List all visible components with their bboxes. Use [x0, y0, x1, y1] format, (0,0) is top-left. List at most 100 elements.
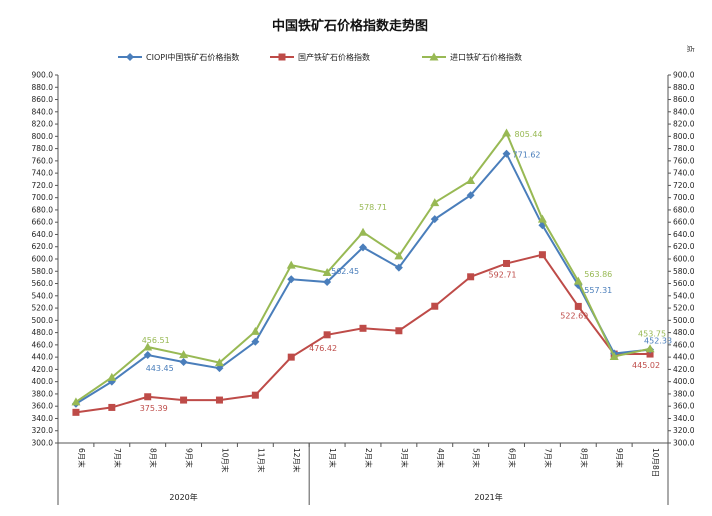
x-tick-label: 12月末	[292, 448, 302, 473]
triangle-marker	[358, 227, 368, 236]
x-tick-label: 1月末	[328, 448, 338, 468]
square-marker	[538, 251, 546, 259]
diamond-marker	[502, 149, 511, 158]
square-marker	[503, 259, 511, 267]
legend-label: 国产铁矿石价格指数	[298, 52, 370, 62]
x-tick-label: 10月末	[220, 448, 230, 473]
y-tick-label-right: 540.0	[673, 291, 695, 300]
axes: 300.0 300.0 320.0 320.0 340.0 340.0 360.0 360.0…	[32, 71, 695, 505]
diamond-marker	[179, 358, 188, 367]
y-tick-label-right: 360.0	[673, 402, 695, 411]
y-tick-label-right: 760.0	[673, 156, 695, 165]
x-tick-label: 8月末	[579, 448, 589, 468]
square-marker	[395, 327, 403, 335]
y-tick-label-right: 380.0	[673, 389, 695, 398]
y-tick-label-right: 680.0	[673, 205, 695, 214]
y-tick-label-right: 480.0	[673, 328, 695, 337]
diamond-marker	[394, 263, 403, 272]
y-tick-label-left: 720.0	[32, 181, 54, 190]
y-tick-label-left: 860.0	[32, 95, 54, 104]
y-tick-label-right: 660.0	[673, 218, 695, 227]
square-marker	[72, 408, 80, 416]
y-tick-label-right: 780.0	[673, 144, 695, 153]
x-tick-label: 5月末	[472, 448, 482, 468]
data-label: 522.69	[560, 311, 588, 320]
triangle-marker	[107, 372, 117, 381]
data-label: 562.45	[331, 267, 359, 276]
year-group-label: 2020年	[169, 492, 197, 502]
x-tick-label: 10月8日	[651, 448, 660, 477]
x-tick-label: 4月末	[436, 448, 446, 468]
y-tick-label-right: 860.0	[673, 95, 695, 104]
x-tick-label: 8月末	[149, 448, 159, 468]
legend-item: CIOPI中国铁矿石价格指数	[118, 52, 239, 62]
square-marker	[646, 350, 654, 358]
diamond-marker	[215, 364, 224, 373]
triangle-marker	[573, 276, 583, 285]
triangle-marker	[143, 342, 153, 351]
legend: CIOPI中国铁矿石价格指数 国产铁矿石价格指数 进口铁矿石价格指数	[118, 52, 522, 62]
y-tick-label-left: 440.0	[32, 353, 54, 362]
triangle-marker	[502, 128, 512, 137]
legend-label: 进口铁矿石价格指数	[450, 52, 522, 62]
y-tick-label-left: 700.0	[32, 193, 54, 202]
y-tick-label-right: 840.0	[673, 107, 695, 116]
y-tick-label-left: 800.0	[32, 132, 54, 141]
y-tick-label-right: 440.0	[673, 353, 695, 362]
y-tick-label-left: 820.0	[32, 120, 54, 129]
y-tick-label-left: 360.0	[32, 402, 54, 411]
series-square	[72, 251, 654, 416]
x-tick-label: 9月末	[185, 448, 195, 468]
triangle-marker	[429, 52, 439, 61]
triangle-marker	[214, 358, 224, 367]
square-marker	[180, 396, 188, 404]
y-tick-label-left: 780.0	[32, 144, 54, 153]
y-tick-label-right: 500.0	[673, 316, 695, 325]
y-tick-label-left: 560.0	[32, 279, 54, 288]
data-label: 476.42	[309, 344, 337, 353]
y-tick-label-right: 560.0	[673, 279, 695, 288]
y-tick-label-right: 420.0	[673, 365, 695, 374]
y-tick-label-left: 840.0	[32, 107, 54, 116]
y-tick-label-right: 720.0	[673, 181, 695, 190]
y-tick-label-right: 600.0	[673, 255, 695, 264]
y-tick-label-right: 340.0	[673, 414, 695, 423]
data-label: 375.39	[140, 404, 168, 413]
data-label: 456.51	[142, 336, 170, 345]
y-tick-label-left: 500.0	[32, 316, 54, 325]
y-tick-label-right: 580.0	[673, 267, 695, 276]
triangle-marker	[537, 214, 547, 223]
y-tick-label-left: 300.0	[32, 439, 54, 448]
x-tick-label: 11月末	[256, 448, 266, 473]
y-tick-label-left: 660.0	[32, 218, 54, 227]
x-tick-label: 9月末	[615, 448, 625, 468]
series-layer	[71, 128, 655, 416]
triangle-marker	[322, 267, 332, 276]
y-tick-label-left: 320.0	[32, 426, 54, 435]
year-group-label: 2021年	[474, 492, 502, 502]
square-marker	[431, 302, 439, 310]
data-label: 771.62	[513, 151, 541, 160]
data-label: 805.44	[515, 130, 543, 139]
y-tick-label-left: 740.0	[32, 169, 54, 178]
y-tick-label-left: 380.0	[32, 389, 54, 398]
y-tick-label-right: 460.0	[673, 340, 695, 349]
triangle-marker	[466, 175, 476, 184]
y-tick-label-left: 900.0	[32, 71, 54, 80]
diamond-marker	[466, 191, 475, 200]
data-label: 452.33	[644, 337, 672, 346]
square-marker	[574, 302, 582, 310]
data-label: 557.31	[584, 286, 612, 295]
y-tick-label-right: 300.0	[673, 439, 695, 448]
y-tick-label-left: 640.0	[32, 230, 54, 239]
x-tick-label: 7月末	[113, 448, 123, 468]
y-tick-label-right: 400.0	[673, 377, 695, 386]
corner-unit-label: 点	[686, 45, 695, 53]
x-tick-label: 7月末	[543, 448, 553, 468]
y-tick-label-right: 740.0	[673, 169, 695, 178]
y-tick-label-right: 900.0	[673, 71, 695, 80]
y-tick-label-right: 620.0	[673, 242, 695, 251]
x-tick-label: 6月末	[508, 448, 518, 468]
y-tick-label-left: 580.0	[32, 267, 54, 276]
